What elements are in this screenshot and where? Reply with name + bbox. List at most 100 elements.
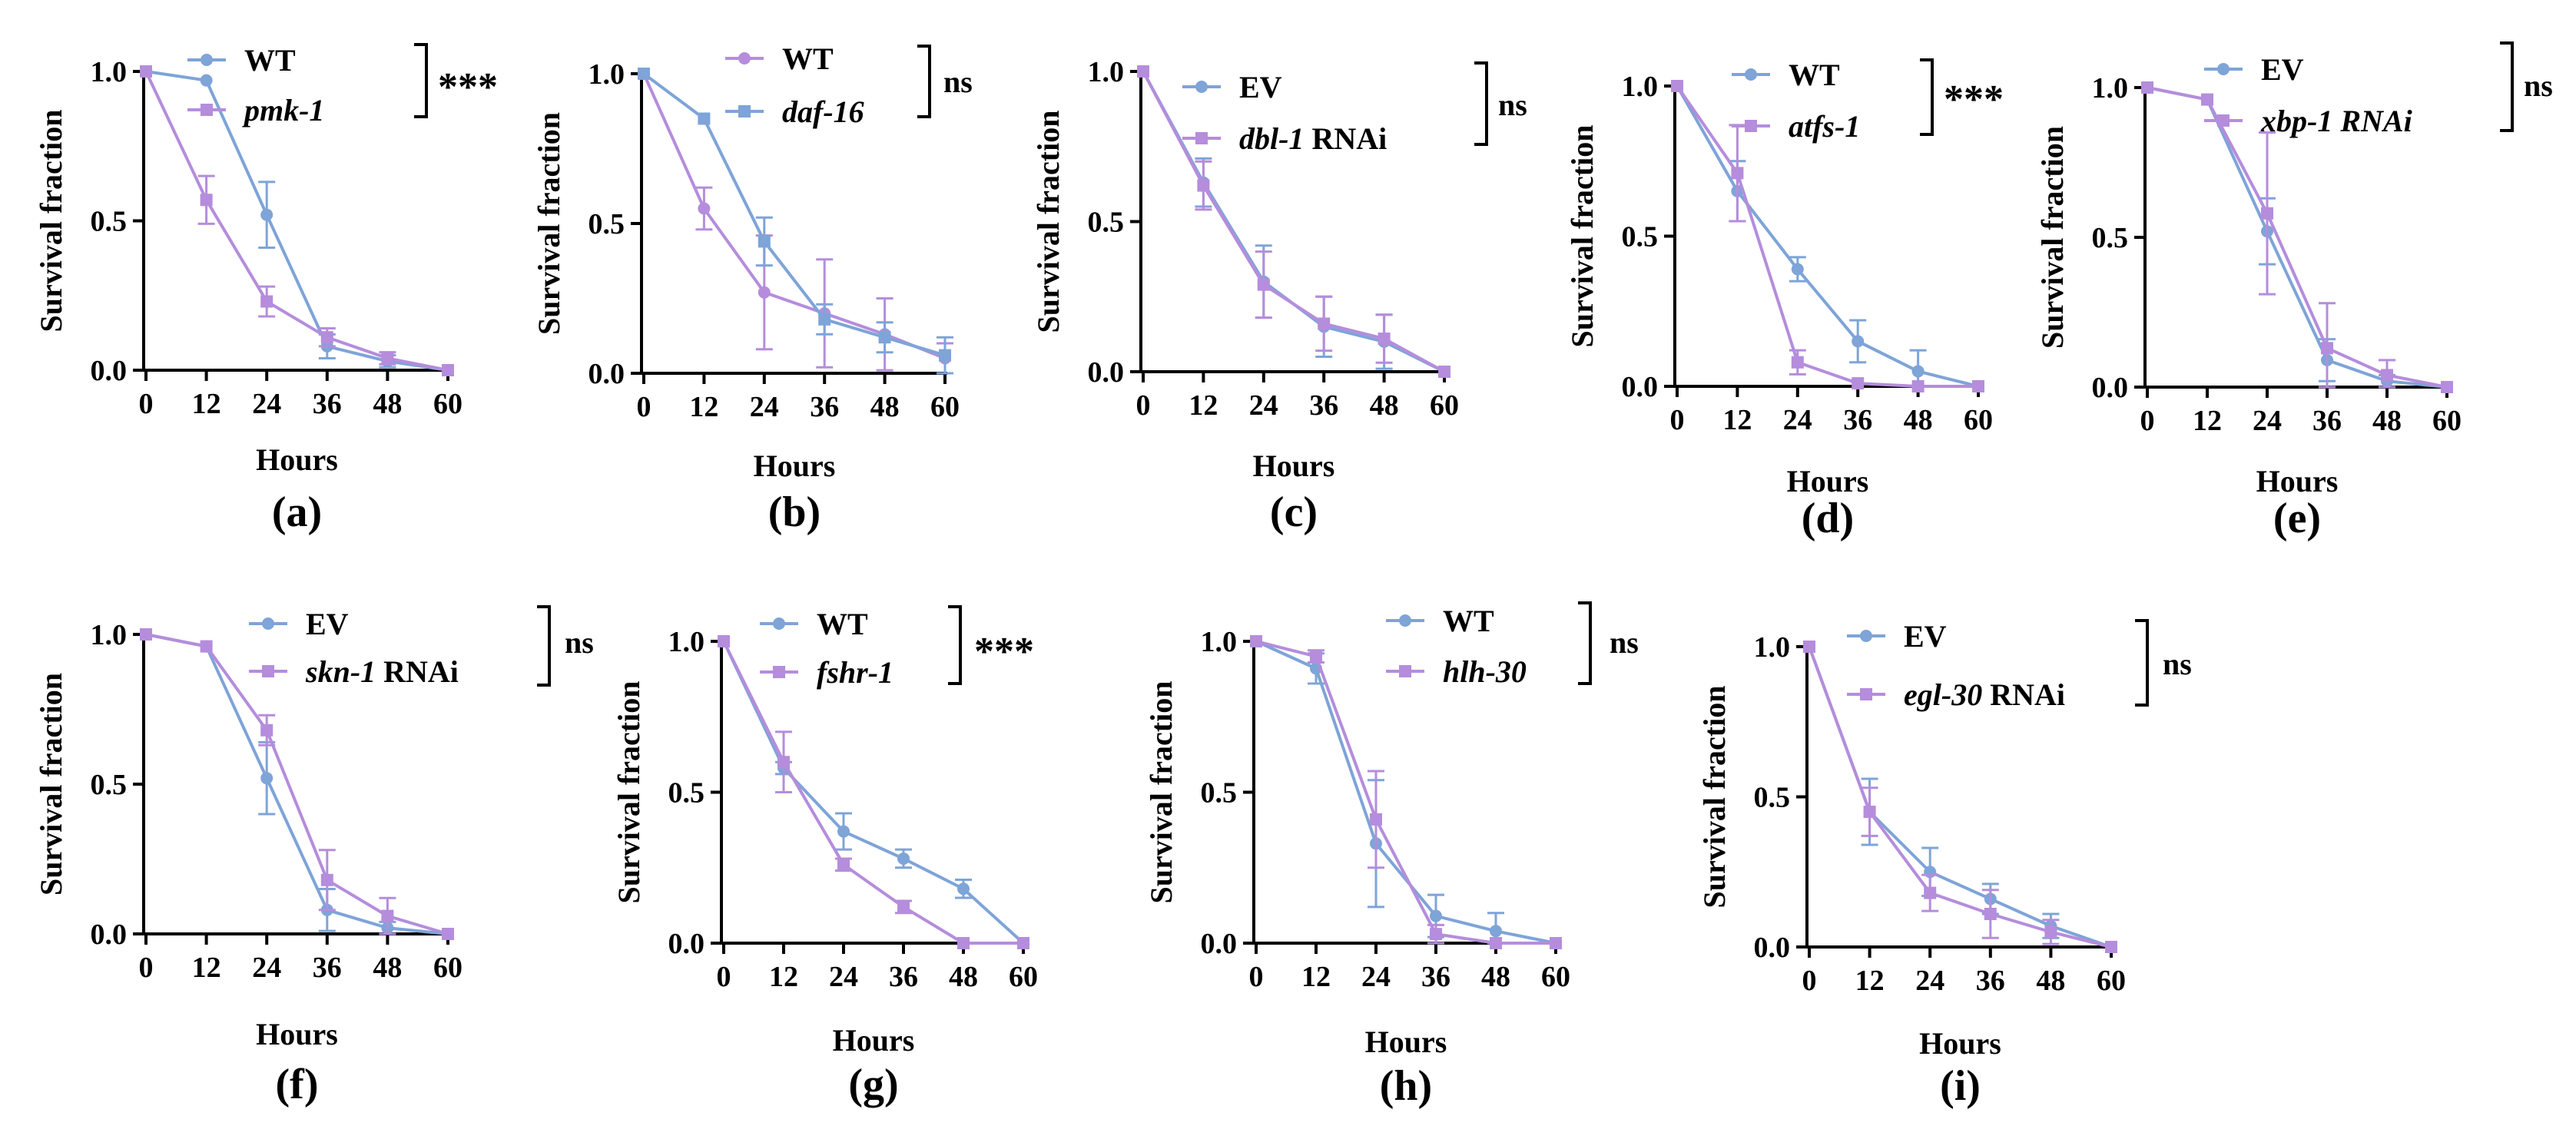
- data-point: [1490, 937, 1502, 949]
- panel-caption: (f): [276, 1061, 319, 1108]
- chart-panel-a: 0.0 0.5 1.0 0 12 24 36 48 60 Hours Survival fracti…: [34, 43, 498, 536]
- data-point: [1791, 356, 1804, 369]
- data-point: [897, 900, 910, 913]
- legend-name: hlh-30: [1443, 654, 1527, 689]
- x-tick-label: 36: [1976, 965, 2005, 997]
- data-point: [1863, 806, 1876, 819]
- significance-bracket: [537, 605, 551, 687]
- y-axis-label: Survival fraction: [1565, 125, 1600, 348]
- chart-panel-b: 0.0 0.5 1.0 0 12 24 36 48 60 Hours Survival fracti…: [532, 41, 973, 536]
- x-tick-label: 12: [1855, 965, 1885, 997]
- significance-label: ns: [2163, 647, 2192, 681]
- y-tick-label: 1.0: [668, 626, 705, 658]
- x-tick-label: 0: [1249, 961, 1264, 993]
- x-tick-label: 36: [1421, 961, 1450, 993]
- x-tick-label: 36: [889, 961, 918, 993]
- significance-label: ***: [974, 630, 1034, 674]
- x-axis-label: Hours: [256, 1017, 338, 1051]
- legend-label: WT: [817, 607, 868, 641]
- legend-name: WT: [1443, 604, 1494, 638]
- legend-name: EV: [1239, 70, 1282, 104]
- series-line: [642, 72, 946, 357]
- data-point: [1017, 937, 1029, 949]
- series-line: [145, 633, 449, 935]
- data-point: [320, 331, 333, 344]
- panel-caption: (a): [272, 488, 322, 536]
- x-axis-label: Hours: [256, 442, 338, 477]
- legend-suffix: RNAi: [1982, 677, 2065, 712]
- legend-name: skn-1: [305, 654, 376, 689]
- data-point: [2105, 941, 2117, 953]
- series-line: [144, 71, 449, 372]
- x-tick-label: 12: [2193, 405, 2222, 437]
- legend-name: atfs-1: [1789, 109, 1860, 144]
- x-tick-label: 60: [930, 391, 960, 423]
- series-1: [1137, 65, 1450, 378]
- legend-label: skn-1 RNAi: [305, 654, 459, 689]
- series-1: [1250, 635, 1562, 949]
- legend-swatch-marker: [201, 54, 213, 66]
- legend-label: pmk-1: [242, 93, 324, 127]
- x-tick-label: 0: [139, 388, 154, 420]
- series-line: [145, 70, 449, 372]
- legend-name: EV: [1904, 619, 1947, 654]
- y-tick-label: 0.5: [1088, 207, 1125, 239]
- y-tick-label: 1.0: [1088, 56, 1125, 88]
- chart-panel-g: 0.0 0.5 1.0 0 12 24 36 48 60 Hours Survival fracti…: [612, 605, 1038, 1108]
- x-tick-label: 36: [810, 391, 839, 423]
- series-1: [140, 628, 454, 940]
- x-axis-label: Hours: [1365, 1025, 1447, 1059]
- y-tick-label: 0.0: [588, 358, 625, 390]
- data-point: [957, 937, 970, 949]
- significance-bracket: [2500, 41, 2514, 132]
- legend-label: WT: [1789, 58, 1840, 92]
- x-tick-label: 24: [2253, 405, 2282, 437]
- chart-panel-d: 0.0 0.5 1.0 0 12 24 36 48 60 Hours Survival fracti…: [1565, 58, 2004, 542]
- data-point: [1911, 380, 1925, 392]
- x-tick-label: 48: [373, 952, 402, 984]
- x-tick-label: 48: [949, 961, 978, 993]
- data-point: [1137, 65, 1149, 78]
- series-1: [1671, 80, 1984, 392]
- significance-label: ns: [943, 65, 973, 99]
- y-tick-label: 0.5: [1754, 782, 1791, 814]
- series-line: [1142, 71, 1445, 373]
- significance-label: ns: [1498, 88, 1527, 122]
- legend-swatch-marker: [738, 105, 751, 118]
- data-point: [200, 74, 213, 87]
- significance-bracket: [1920, 58, 1934, 136]
- x-tick-label: 36: [313, 952, 342, 984]
- x-tick-label: 60: [1541, 961, 1570, 993]
- legend-label: EV: [2261, 52, 2304, 87]
- y-tick-label: 1.0: [588, 58, 625, 91]
- x-tick-label: 48: [373, 388, 402, 420]
- panel-caption: (d): [1802, 495, 1854, 542]
- legend-swatch-marker: [1745, 68, 1757, 81]
- data-point: [758, 286, 771, 299]
- significance-bracket: [1578, 601, 1592, 685]
- legend-name: fshr-1: [817, 655, 893, 690]
- y-tick-label: 0.5: [1622, 221, 1659, 253]
- series-line: [722, 641, 1023, 945]
- data-point: [200, 194, 213, 207]
- x-tick-label: 12: [192, 388, 221, 420]
- significance-label: ***: [438, 65, 498, 109]
- y-axis-label: Survival fraction: [1144, 681, 1179, 904]
- legend-label: atfs-1: [1789, 109, 1860, 144]
- x-tick-label: 0: [139, 952, 154, 984]
- chart-panel-i: 0.0 0.5 1.0 0 12 24 36 48 60 Hours Survival fracti…: [1697, 619, 2192, 1110]
- legend-swatch-marker: [738, 52, 751, 65]
- data-point: [758, 235, 771, 248]
- chart-panel-h: 0.0 0.5 1.0 0 12 24 36 48 60 Hours Survival fracti…: [1144, 601, 1639, 1110]
- y-tick-label: 0.5: [668, 777, 705, 810]
- x-tick-label: 36: [1843, 404, 1872, 436]
- y-tick-label: 0.5: [588, 208, 625, 240]
- data-point: [1803, 641, 1815, 653]
- data-point: [878, 331, 891, 344]
- x-axis-label: Hours: [833, 1023, 915, 1058]
- data-point: [1731, 167, 1744, 180]
- x-tick-label: 0: [717, 961, 731, 993]
- x-tick-label: 24: [829, 961, 858, 993]
- legend-name: EV: [2261, 52, 2304, 87]
